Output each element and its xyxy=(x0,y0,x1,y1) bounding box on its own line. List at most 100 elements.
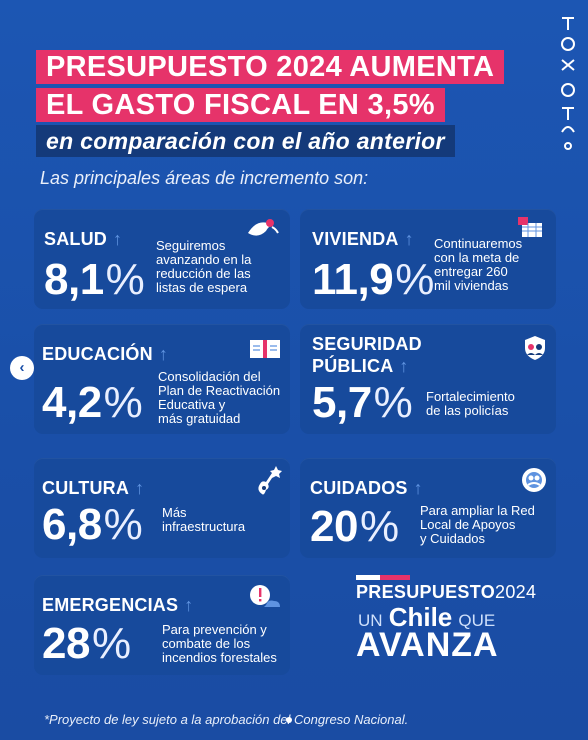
logo-stripe-white xyxy=(356,575,380,580)
percentage-value: 4,2% xyxy=(42,378,143,428)
care-hands-icon xyxy=(522,468,546,492)
percent-sign: % xyxy=(395,255,434,304)
percent-sign: % xyxy=(91,619,131,668)
arrow-up-icon: ↑ xyxy=(135,478,145,498)
previous-slide-button[interactable]: ‹ xyxy=(10,356,34,380)
desc-line: Fortalecimiento xyxy=(426,389,515,404)
percent-sign: % xyxy=(103,500,143,549)
percentage-value: 5,7% xyxy=(312,378,413,428)
desc-line: más gratuidad xyxy=(158,411,241,426)
desc-line: Plan de Reactivación xyxy=(158,383,281,398)
title-text: EMERGENCIAS xyxy=(42,595,179,615)
card-cuidados: CUIDADOS ↑ 20% Para ampliar la Red Local … xyxy=(300,458,556,558)
logo-text-que: QUE xyxy=(458,611,496,630)
arrow-up-icon: ↑ xyxy=(158,344,169,364)
title-text: PÚBLICA xyxy=(312,356,394,376)
desc-line: Para prevención y xyxy=(162,622,267,637)
value-number: 6,8 xyxy=(42,500,102,549)
desc-line: Para ampliar la Red xyxy=(420,503,535,518)
desc-line: Más xyxy=(162,505,187,520)
value-number: 8,1 xyxy=(44,255,104,304)
logo-text-presupuesto: PRESUPUESTO xyxy=(356,582,496,602)
title-text: EDUCACIÓN xyxy=(42,344,153,364)
title-text: CUIDADOS xyxy=(310,478,408,498)
logo-text-un: UN xyxy=(358,611,383,630)
value-number: 5,7 xyxy=(312,378,372,427)
card-description: Continuaremos con la meta de entregar 26… xyxy=(434,237,522,293)
intro-text: Las principales áreas de incremento son: xyxy=(40,168,369,188)
shield-icon xyxy=(525,336,545,360)
card-title: EDUCACIÓN ↑ xyxy=(42,344,168,365)
desc-line: listas de espera xyxy=(156,280,248,295)
card-description: Para prevención y combate de los incendi… xyxy=(162,623,277,665)
card-description: Más infraestructura xyxy=(162,506,245,534)
health-bird-icon xyxy=(248,219,279,236)
carousel-indicator-dot[interactable] xyxy=(286,717,292,723)
value-number: 20 xyxy=(310,502,358,551)
card-salud: SALUD ↑ 8,1% Seguiremos avanzando en la r… xyxy=(34,209,290,309)
card-description: Fortalecimiento de las policías xyxy=(426,390,515,418)
title-text: CULTURA xyxy=(42,478,130,498)
card-description: Para ampliar la Red Local de Apoyos y Cu… xyxy=(420,504,535,546)
desc-line: y Cuidados xyxy=(420,531,486,546)
percentage-value: 6,8% xyxy=(42,500,143,550)
card-title: EMERGENCIAS ↑ xyxy=(42,595,193,616)
card-vivienda: VIVIENDA ↑ 11,9% Continuaremos con la met… xyxy=(300,209,556,309)
arrow-up-icon: ↑ xyxy=(404,229,414,249)
guitar-icon xyxy=(258,466,282,495)
percentage-value: 20% xyxy=(310,502,399,552)
card-title: CUIDADOS ↑ xyxy=(310,478,423,499)
desc-line: Seguiremos xyxy=(156,238,226,253)
arrow-up-icon: ↑ xyxy=(113,229,123,249)
desc-line: incendios forestales xyxy=(162,650,277,665)
card-description: Consolidación del Plan de Reactivación E… xyxy=(158,370,280,426)
headline-line-2: EL GASTO FISCAL EN 3,5% xyxy=(36,88,445,122)
headline-line-1: PRESUPUESTO 2024 AUMENTA xyxy=(36,50,505,84)
percent-sign: % xyxy=(373,378,413,427)
card-title-line-2: PÚBLICA ↑ xyxy=(312,356,409,377)
title-text: VIVIENDA xyxy=(312,229,399,249)
card-description: Seguiremos avanzando en la reducción de … xyxy=(156,239,251,295)
card-cultura: CULTURA ↑ 6,8% Más infraestructura xyxy=(34,458,290,558)
card-title: CULTURA ↑ xyxy=(42,478,144,499)
desc-line: Continuaremos xyxy=(434,236,523,251)
desc-line: infraestructura xyxy=(162,519,246,534)
brand-vertical-logo-icon xyxy=(561,17,575,150)
desc-line: Consolidación del xyxy=(158,369,261,384)
alert-cloud-icon xyxy=(250,585,280,607)
card-seguridad-publica: SEGURIDAD PÚBLICA ↑ 5,7% Fortalecimiento … xyxy=(300,324,556,434)
card-title: VIVIENDA ↑ xyxy=(312,229,414,250)
percentage-value: 8,1% xyxy=(44,255,145,305)
card-emergencias: EMERGENCIAS ↑ 28% Para prevención y comba… xyxy=(34,575,290,675)
desc-line: con la meta de xyxy=(434,250,520,265)
card-title: SALUD ↑ xyxy=(44,229,122,250)
percent-sign: % xyxy=(105,255,145,304)
card-educacion: EDUCACIÓN ↑ 4,2% Consolidación del Plan d… xyxy=(34,324,290,434)
logo-text-chile: Chile xyxy=(388,602,453,632)
logo-line-2: UN Chile QUE xyxy=(358,602,495,633)
desc-line: avanzando en la xyxy=(156,252,252,267)
desc-line: mil viviendas xyxy=(434,278,509,293)
percent-sign: % xyxy=(103,378,143,427)
percentage-value: 28% xyxy=(42,619,131,669)
desc-line: Educativa y xyxy=(158,397,226,412)
logo-text-year: 2024 xyxy=(495,582,537,602)
percent-sign: % xyxy=(359,502,399,551)
value-number: 28 xyxy=(42,619,90,668)
logo-stripe xyxy=(356,575,410,580)
arrow-up-icon: ↑ xyxy=(184,595,194,615)
headline-line-3: en comparación con el año anterior xyxy=(36,125,455,157)
logo-line-1: PRESUPUESTO2024 xyxy=(356,582,536,603)
card-title-line-1: SEGURIDAD xyxy=(312,334,422,354)
value-number: 11,9 xyxy=(312,255,394,304)
logo-line-3: AVANZA xyxy=(356,626,499,664)
desc-line: entregar 260 xyxy=(434,264,508,279)
title-text: SALUD xyxy=(44,229,107,249)
footnote: *Proyecto de ley sujeto a la aprobación … xyxy=(44,712,409,727)
desc-line: de las policías xyxy=(426,403,509,418)
percentage-value: 11,9% xyxy=(312,255,434,305)
book-icon xyxy=(250,340,280,358)
house-icon xyxy=(518,217,542,237)
arrow-up-icon: ↑ xyxy=(399,356,409,376)
arrow-up-icon: ↑ xyxy=(413,478,423,498)
